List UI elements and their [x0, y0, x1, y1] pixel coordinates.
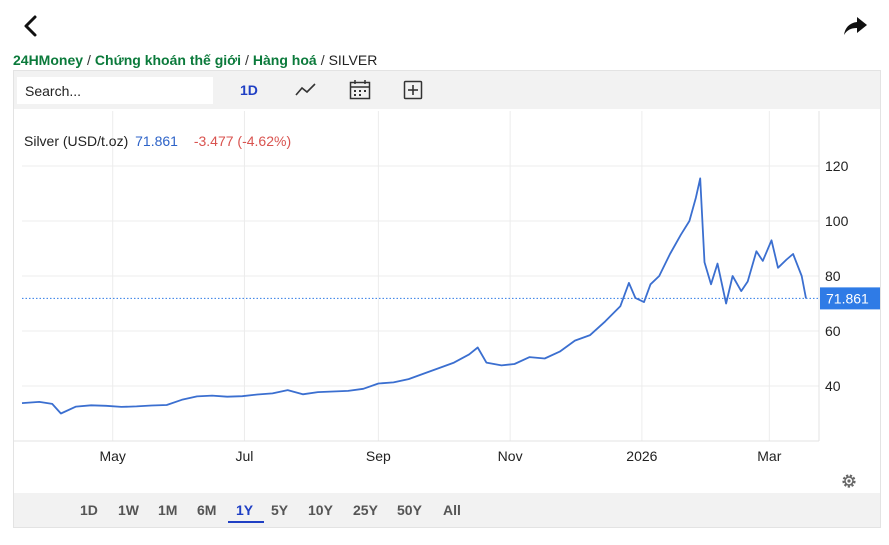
share-arrow-icon: [844, 17, 867, 35]
back-button[interactable]: [18, 12, 46, 40]
x-tick-label: Jul: [236, 448, 254, 464]
x-tick-label: May: [99, 448, 125, 464]
x-tick-label: 2026: [626, 448, 657, 464]
breadcrumb-separator: /: [245, 52, 249, 68]
range-selected-underline: [228, 521, 264, 523]
x-tick-label: Sep: [366, 448, 391, 464]
range-all[interactable]: All: [443, 502, 461, 518]
range-1y[interactable]: 1Y: [236, 502, 254, 518]
breadcrumb-24hmoney[interactable]: 24HMoney: [13, 52, 84, 68]
price-change: -3.477 (-4.62%): [193, 133, 292, 149]
chart-settings-button[interactable]: [839, 471, 859, 491]
breadcrumb: 24HMoney / Chứng khoán thế giới / Hàng hoá / S…: [13, 52, 377, 68]
search-input[interactable]: [17, 77, 213, 104]
range-1d[interactable]: 1D: [80, 502, 98, 518]
last-price: 71.861: [135, 133, 178, 149]
breadcrumb-separator: /: [320, 52, 325, 68]
x-tick-label: Mar: [757, 448, 781, 464]
breadcrumb-current: SILVER: [328, 52, 378, 68]
instrument-name: Silver (USD/t.oz): [24, 133, 129, 149]
chart-toolbar: 1D: [14, 71, 880, 109]
price-series-line: [21, 177, 807, 415]
y-tick-label: 120: [825, 158, 849, 174]
date-range-button[interactable]: [348, 79, 372, 101]
gear-icon: [842, 474, 856, 488]
chevron-left-icon: [24, 15, 37, 37]
add-icon: [403, 80, 423, 100]
range-1m[interactable]: 1M: [158, 502, 178, 518]
y-tick-label: 100: [825, 213, 849, 229]
y-tick-label: 60: [825, 323, 841, 339]
y-tick-label: 80: [825, 268, 841, 284]
interval-button[interactable]: 1D: [240, 82, 258, 98]
breadcrumb-world-stocks[interactable]: Chứng khoán thế giới: [94, 52, 242, 68]
range-50y[interactable]: 50Y: [397, 502, 422, 518]
range-selector: 1D 1W 1M 6M 1Y 5Y 10Y 25Y 50Y All: [14, 493, 880, 527]
range-6m[interactable]: 6M: [197, 502, 217, 518]
add-indicator-button[interactable]: [401, 79, 425, 101]
range-25y[interactable]: 25Y: [353, 502, 378, 518]
breadcrumb-separator: /: [87, 52, 91, 68]
last-price-tag: [820, 287, 880, 310]
line-chart-icon: [295, 83, 316, 96]
range-1w[interactable]: 1W: [118, 502, 139, 518]
price-chart[interactable]: May Jul Sep Nov 2026 Mar 40 60 80 100 120 71.861: [14, 71, 880, 493]
y-tick-label: 40: [825, 378, 841, 394]
calendar-icon: [349, 80, 371, 100]
range-5y[interactable]: 5Y: [271, 502, 289, 518]
chart-type-button[interactable]: [294, 79, 318, 101]
x-tick-label: Nov: [498, 448, 523, 464]
range-10y[interactable]: 10Y: [308, 502, 333, 518]
quote-header: Silver (USD/t.oz) 71.861 -3.477 (-4.62%): [24, 133, 291, 149]
share-button[interactable]: [841, 12, 869, 40]
last-price-tag-label: 71.861: [826, 290, 869, 306]
top-nav-bar: [0, 0, 889, 50]
breadcrumb-commodities[interactable]: Hàng hoá: [252, 52, 317, 68]
